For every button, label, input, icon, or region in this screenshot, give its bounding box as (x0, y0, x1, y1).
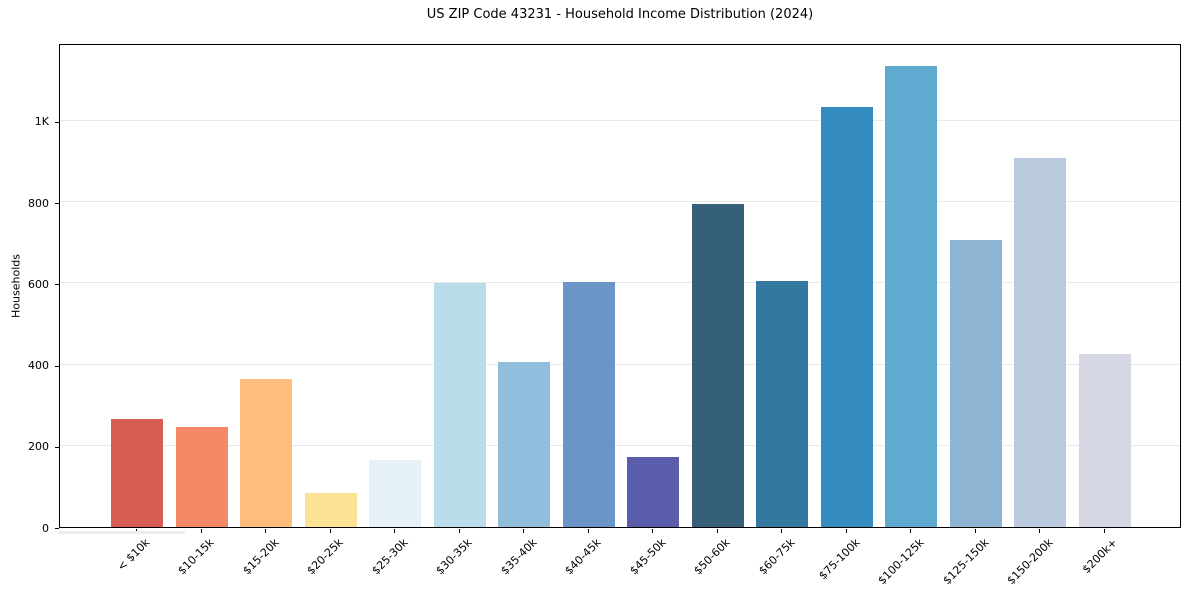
x-tick-mark (265, 529, 267, 533)
x-tick-label-$20-25k: $20-25k (304, 536, 346, 578)
x-tick-label-$60-75k: $60-75k (756, 536, 798, 578)
x-tick-label-< $10k: < $10k (114, 536, 153, 574)
x-tick-mark (845, 529, 847, 533)
bar-$15-20k (240, 378, 293, 527)
bar-$30-35k (433, 283, 486, 527)
bar-$35-40k (498, 361, 551, 527)
y-tick-label-800: 800 (28, 196, 49, 210)
artifact-strip (58, 531, 185, 534)
y-tick-label-200: 200 (28, 440, 49, 454)
bar-$200k+ (1079, 354, 1131, 527)
gridline-600 (60, 282, 1180, 284)
x-tick-mark (329, 529, 331, 533)
y-tick-mark (55, 284, 59, 286)
bar-$40-45k (562, 281, 615, 527)
x-tick-mark (910, 529, 912, 533)
x-tick-mark (781, 529, 783, 533)
bar-$60-75k (756, 280, 809, 527)
x-tick-mark (458, 529, 460, 533)
x-tick-mark (394, 529, 396, 533)
x-tick-label-$10-15k: $10-15k (175, 536, 217, 578)
bar-< $10k (111, 419, 163, 527)
x-tick-label-$15-20k: $15-20k (239, 536, 282, 578)
x-tick-mark (716, 529, 718, 533)
x-tick-label-$100-125k: $100-125k (875, 536, 927, 588)
x-tick-label-$40-45k: $40-45k (562, 536, 604, 578)
gridline-200 (60, 444, 1180, 446)
y-tick-mark (55, 528, 59, 529)
bar-$150-200k (1014, 157, 1067, 527)
y-tick-mark (55, 365, 59, 367)
y-tick-label-0: 0 (42, 521, 49, 535)
x-tick-label-$45-50k: $45-50k (627, 536, 669, 578)
x-tick-mark (523, 529, 525, 533)
x-tick-label-$200k+: $200k+ (1080, 536, 1121, 577)
y-tick-mark (55, 121, 59, 123)
x-tick-mark (587, 529, 589, 533)
y-tick-mark (55, 446, 59, 448)
gridline-800 (60, 201, 1180, 203)
x-tick-mark (1104, 529, 1105, 533)
x-tick-label-$30-35k: $30-35k (433, 536, 475, 578)
bar-$125-150k (949, 239, 1002, 527)
y-tick-label-1K: 1K (34, 115, 49, 129)
gridline-1000 (60, 119, 1180, 121)
x-tick-label-$75-100k: $75-100k (815, 536, 863, 583)
x-tick-mark (652, 529, 654, 533)
bar-$25-30k (369, 460, 422, 527)
x-tick-label-$150-200k: $150-200k (1004, 536, 1056, 588)
y-tick-mark (55, 203, 59, 205)
bar-$75-100k (820, 106, 873, 527)
x-tick-label-$50-60k: $50-60k (691, 536, 733, 578)
x-tick-label-$125-150k: $125-150k (939, 536, 992, 588)
bar-$10-15k (175, 426, 228, 527)
bar-$50-60k (691, 204, 744, 527)
y-tick-label-600: 600 (28, 277, 49, 291)
x-tick-mark (200, 529, 202, 533)
plot-area (59, 44, 1181, 528)
bar-$100-125k (885, 66, 938, 527)
bar-$45-50k (627, 457, 680, 527)
x-tick-label-$25-30k: $25-30k (369, 536, 411, 578)
chart-title: US ZIP Code 43231 - Household Income Dis… (426, 7, 814, 22)
y-tick-label-400: 400 (28, 359, 49, 373)
gridline-400 (60, 363, 1180, 365)
x-tick-mark (974, 529, 976, 533)
x-tick-mark (1039, 529, 1041, 533)
bar-$20-25k (304, 492, 357, 527)
x-tick-label-$35-40k: $35-40k (498, 536, 540, 578)
